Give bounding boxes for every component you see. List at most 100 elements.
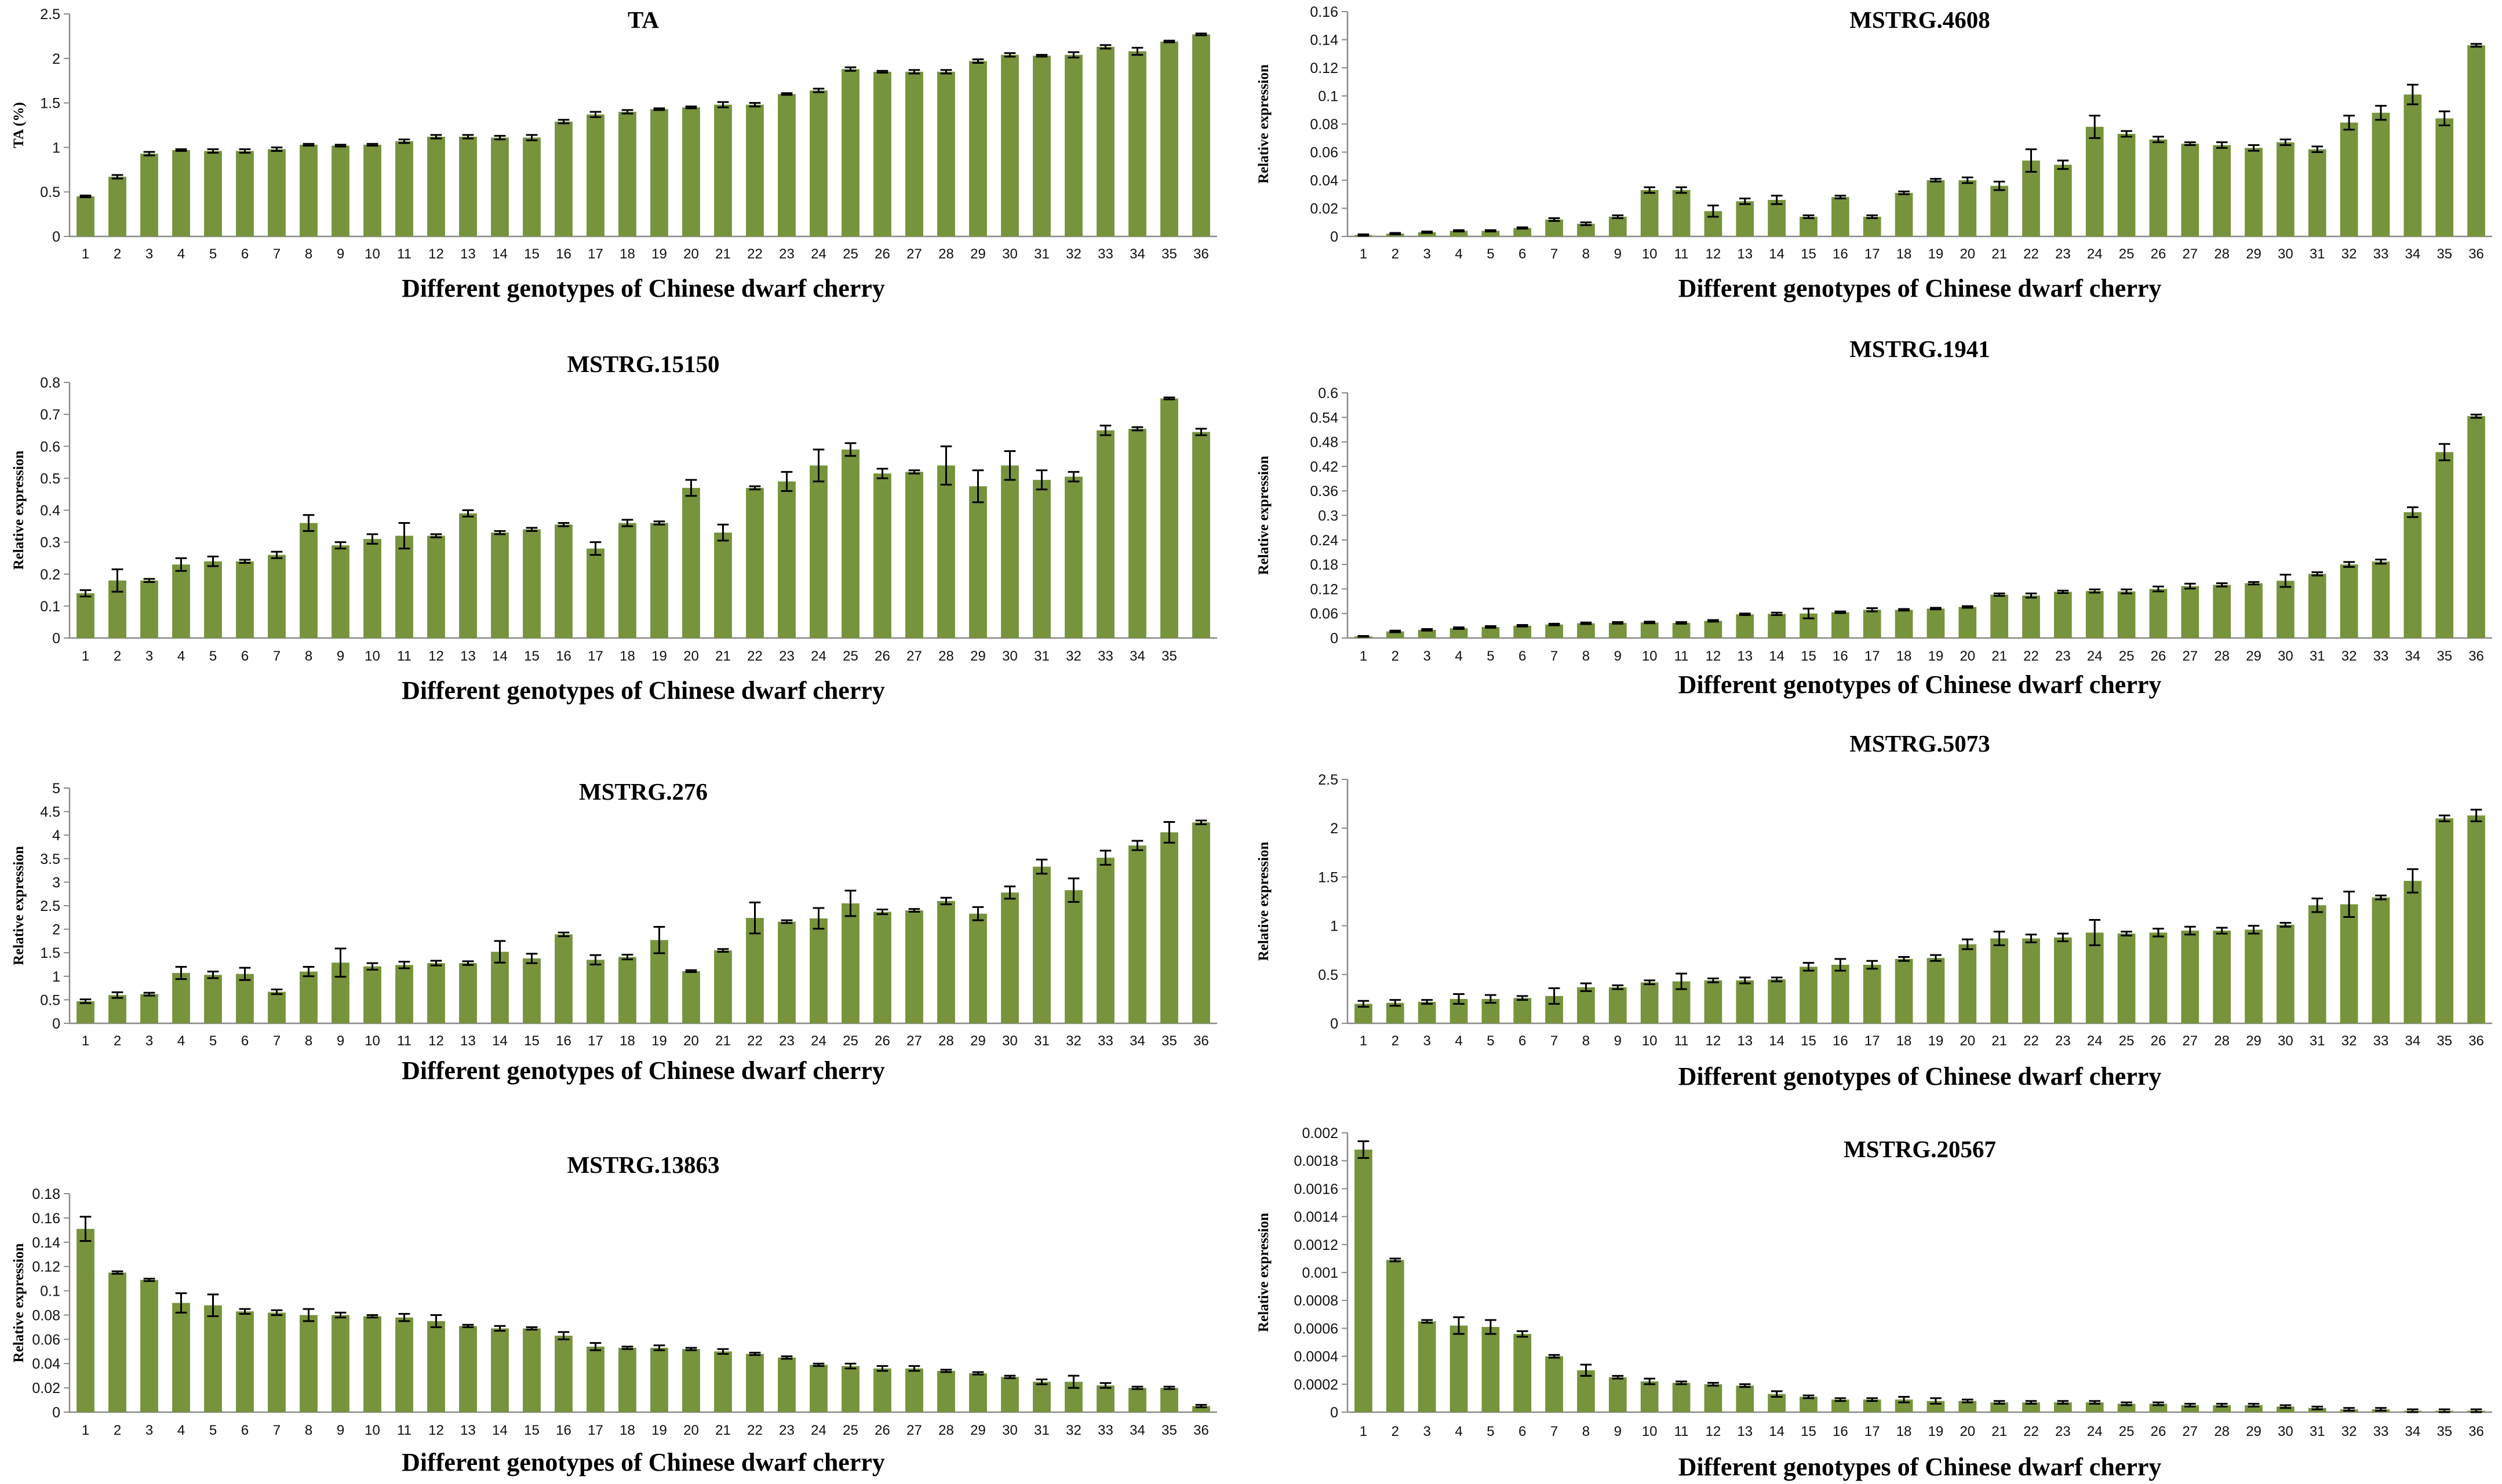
bar [2213, 585, 2231, 638]
x-tick-label: 10 [1642, 1424, 1658, 1439]
x-tick-label: 22 [2023, 1033, 2039, 1049]
x-tick-label: 36 [2468, 246, 2484, 262]
bar [77, 1001, 94, 1023]
y-tick-label: 0.5 [40, 992, 60, 1008]
x-tick-label: 15 [524, 1033, 540, 1049]
error-bar [1993, 180, 2005, 191]
bar [2117, 934, 2136, 1023]
error-bar [334, 144, 347, 148]
x-tick-label: 36 [2468, 1424, 2484, 1439]
error-bar [1131, 840, 1143, 851]
x-tick-label: 8 [305, 648, 312, 664]
error-bar [526, 527, 538, 532]
error-bar [271, 989, 283, 996]
bar [395, 535, 413, 638]
error-bar [2057, 1400, 2069, 1405]
bar [2277, 1406, 2295, 1412]
bar [2245, 583, 2263, 638]
error-bar [494, 134, 506, 141]
x-tick-label: 3 [145, 648, 153, 664]
y-tick-label: 5 [52, 781, 60, 797]
x-tick-label: 2 [114, 1423, 121, 1438]
error-bar [908, 469, 920, 475]
error-bar [2216, 1403, 2228, 1408]
x-axis-label: Different genotypes of Chinese dwarf che… [402, 676, 885, 705]
x-tick-label: 15 [1801, 246, 1816, 262]
error-bar [908, 69, 920, 75]
x-tick-label: 13 [460, 246, 476, 262]
x-tick-label: 29 [2246, 1033, 2261, 1049]
bar [714, 533, 732, 638]
bar [1097, 46, 1115, 236]
bar [140, 154, 158, 236]
y-tick-label: 0.0018 [1294, 1153, 1338, 1169]
bar [300, 144, 318, 236]
error-bar [749, 485, 761, 491]
bar [682, 1349, 700, 1412]
bar [1097, 430, 1115, 638]
error-bar [876, 468, 888, 479]
y-tick-label: 0.002 [1302, 1125, 1338, 1142]
error-bar [685, 969, 697, 973]
y-tick-label: 0.12 [32, 1259, 60, 1275]
bar [1800, 967, 1818, 1023]
error-bar [303, 1308, 315, 1322]
error-bar [2121, 588, 2132, 595]
error-bar [1068, 877, 1080, 903]
chart-title: MSTRG.276 [579, 778, 708, 805]
error-bar [207, 971, 219, 979]
x-tick-label: 31 [1034, 246, 1050, 262]
error-bar [271, 1309, 283, 1316]
error-bar [1580, 1363, 1592, 1377]
error-bar [972, 1371, 984, 1376]
error-bar [175, 148, 187, 152]
x-tick-label: 7 [1550, 648, 1558, 664]
x-tick-label: 18 [620, 648, 635, 664]
bar [1608, 987, 1627, 1023]
x-tick-label: 1 [82, 1423, 89, 1438]
x-tick-label: 19 [1928, 648, 1944, 664]
error-bar [366, 962, 378, 971]
bar [810, 918, 828, 1023]
bar [810, 465, 828, 638]
error-bar [2216, 141, 2228, 149]
error-bar [558, 119, 570, 125]
chart-title: TA [628, 6, 659, 33]
x-tick-label: 12 [428, 1423, 444, 1438]
error-bar [1036, 469, 1048, 491]
error-bar [1516, 1330, 1528, 1338]
x-tick-label: 2 [114, 1033, 121, 1049]
error-bar [2153, 136, 2164, 144]
x-axis-label: Different genotypes of Chinese dwarf che… [1678, 274, 2162, 302]
bar [682, 487, 700, 638]
error-bar [1163, 1385, 1175, 1390]
error-bar [1802, 607, 1815, 619]
error-bar [2121, 931, 2132, 936]
chart-panel-mstrg5073: MSTRG.5073 0 0.5 1 1.5 2 2.5 Relative expressio… [1256, 730, 2492, 1091]
y-tick-label: 0.5 [1318, 967, 1338, 983]
bar [2213, 931, 2231, 1023]
bar [77, 1228, 94, 1412]
error-bar [271, 146, 283, 152]
error-bar [1580, 221, 1592, 227]
bar [332, 145, 349, 236]
bar [618, 957, 636, 1023]
x-tick-label: 30 [1002, 1033, 1018, 1049]
y-tick-label: 0.08 [32, 1307, 60, 1323]
bar [459, 963, 477, 1023]
x-tick-label: 34 [1130, 1423, 1145, 1438]
x-tick-label: 22 [747, 1423, 763, 1438]
error-bar [1644, 186, 1656, 194]
bar [140, 580, 158, 638]
error-bar [2216, 927, 2228, 935]
error-bar [2470, 808, 2482, 822]
error-bar [2375, 1407, 2387, 1412]
x-tick-label: 33 [1098, 1033, 1113, 1049]
bar [2085, 932, 2104, 1023]
bar [2277, 924, 2295, 1023]
error-bar [1612, 984, 1624, 990]
error-bar [271, 550, 283, 559]
y-tick-label: 0.54 [1310, 410, 1338, 426]
y-tick-label: 1.5 [40, 96, 60, 112]
y-axis-label: Relative expression [1256, 842, 1272, 961]
